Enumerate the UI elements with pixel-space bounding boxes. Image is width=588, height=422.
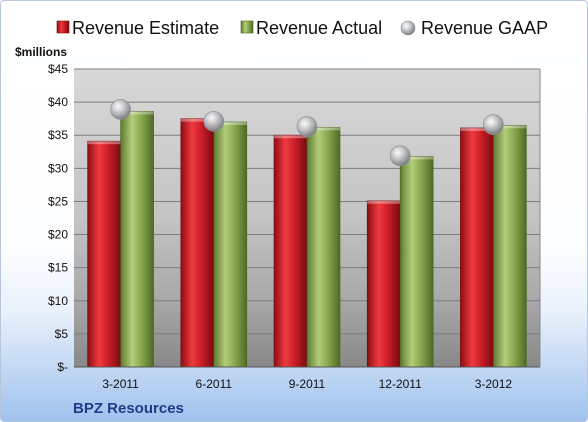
x-tick-label: 6-2011 <box>196 377 233 391</box>
y-tick-label: $35 <box>48 128 68 142</box>
gaap-marker <box>203 110 225 132</box>
company-name: BPZ Resources <box>73 400 184 417</box>
legend: Revenue Estimate Revenue Actual Revenue … <box>56 18 548 38</box>
bar-revenue-estimate-top <box>180 118 214 122</box>
bar-revenue-actual <box>120 111 154 368</box>
bars <box>87 111 527 368</box>
y-tick-label: $30 <box>48 161 68 175</box>
bar-revenue-estimate <box>180 118 215 368</box>
y-tick-label: $- <box>57 360 68 374</box>
gaap-marker <box>110 99 131 120</box>
legend-swatch-actual <box>240 20 254 34</box>
y-tick-label: $20 <box>48 228 68 242</box>
x-tick-label: 9-2011 <box>289 377 326 391</box>
y-axis-ticks: $- $5 $10 $15 $20 $25 $30 $35 $40 $45 <box>48 62 68 374</box>
legend-label-estimate: Revenue Estimate <box>72 18 219 38</box>
y-tick-label: $45 <box>48 62 68 76</box>
legend-item-gaap: Revenue GAAP <box>400 18 548 38</box>
legend-label-gaap: Revenue GAAP <box>421 18 548 38</box>
y-tick-label: $10 <box>48 294 68 308</box>
bar-revenue-actual-top <box>213 121 247 125</box>
y-tick-label: $5 <box>55 327 69 341</box>
bar-revenue-actual-top <box>307 127 340 131</box>
legend-swatch-estimate <box>56 20 70 34</box>
bar-revenue-estimate-top <box>274 135 307 139</box>
legend-swatch-gaap <box>400 20 416 36</box>
bar-revenue-actual <box>213 121 248 368</box>
bar-revenue-estimate <box>87 140 121 368</box>
x-tick-label: 3-2012 <box>475 377 513 391</box>
y-tick-label: $40 <box>48 95 68 109</box>
bar-revenue-estimate-top <box>87 141 121 145</box>
y-tick-label: $15 <box>48 261 68 275</box>
x-axis-ticks: 3-2011 6-2011 9-2011 12-2011 3-2012 <box>102 377 512 391</box>
x-tick-label: 3-2011 <box>102 377 139 391</box>
bar-revenue-actual-top <box>493 125 527 129</box>
x-tick-label: 12-2011 <box>379 377 422 391</box>
bar-revenue-estimate <box>460 127 494 368</box>
bar-revenue-estimate <box>273 134 308 368</box>
gaap-marker <box>389 145 411 167</box>
legend-item-actual: Revenue Actual <box>240 18 382 38</box>
gaap-marker <box>483 114 504 135</box>
gaap-markers <box>110 99 504 167</box>
bar-revenue-actual-top <box>400 156 434 160</box>
bar-revenue-estimate-top <box>460 127 494 131</box>
y-tick-label: $25 <box>48 194 68 208</box>
bar-revenue-actual <box>399 156 434 368</box>
bar-revenue-actual <box>306 126 341 368</box>
gaap-marker <box>296 116 318 137</box>
bar-revenue-actual-top <box>120 111 154 115</box>
y-unit-label: $millions <box>15 45 67 59</box>
bar-revenue-estimate-top <box>367 200 401 204</box>
bar-revenue-actual <box>493 124 527 368</box>
legend-item-estimate: Revenue Estimate <box>56 18 219 38</box>
bar-revenue-estimate <box>366 200 401 368</box>
legend-label-actual: Revenue Actual <box>256 18 382 38</box>
